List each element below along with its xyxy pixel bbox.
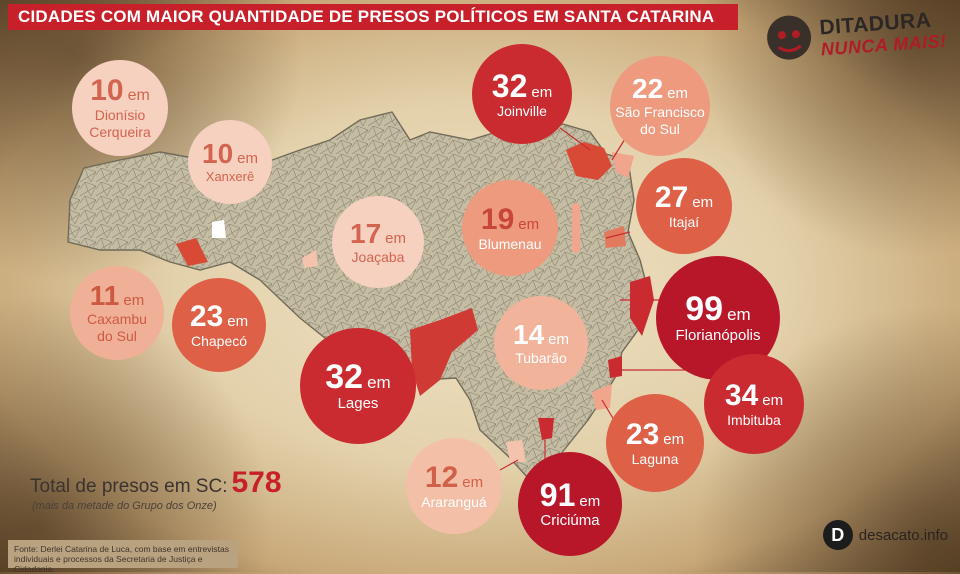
connector: em <box>548 330 569 348</box>
count: 99 <box>685 290 724 329</box>
bubble-imbituba: 34 em Imbituba <box>704 354 804 454</box>
city-name: Xanxerê <box>205 169 255 185</box>
highlighted-municipalities <box>176 142 654 462</box>
connector: em <box>518 215 540 233</box>
count: 34 <box>724 378 759 412</box>
connector: em <box>385 229 406 247</box>
city-name: Caxambu <box>87 311 147 328</box>
count: 14 <box>513 318 545 350</box>
connector: em <box>462 473 484 491</box>
face-icon <box>767 15 812 60</box>
connector: em <box>692 193 714 211</box>
connector: em <box>123 292 145 310</box>
city-name: Dionísio <box>94 107 146 124</box>
connector: em <box>727 305 751 325</box>
connector: em <box>531 83 553 101</box>
brand-logo[interactable]: D desacato.info <box>822 520 948 550</box>
total-value: 578 <box>231 466 282 499</box>
source-note: Fonte: Derlei Catarina de Luca, com base… <box>8 540 238 574</box>
city-name: Florianópolis <box>675 327 761 345</box>
connector: em <box>579 493 601 511</box>
bubble-dionisio-cerqueira: 10 em Dionísio Cerqueira <box>72 60 168 156</box>
city-name: Lages <box>337 395 379 413</box>
count: 10 <box>90 74 124 108</box>
city-name: Joaçaba <box>351 248 405 265</box>
bubble-criciuma: 91 em Criciúma <box>518 452 622 556</box>
connector: em <box>663 430 685 448</box>
bubble-itajai: 27 em Itajaí <box>636 158 732 254</box>
city-name: São Francisco <box>615 104 705 121</box>
city-name: Tubarão <box>515 349 567 366</box>
city-name: Araranguá <box>421 493 487 510</box>
city-name: do Sul <box>640 121 680 137</box>
connector: em <box>227 312 249 330</box>
count: 17 <box>350 217 382 249</box>
bubble-lages: 32 em Lages <box>300 328 416 444</box>
bubble-ararangua: 12 em Araranguá <box>406 438 502 534</box>
count: 19 <box>480 202 515 236</box>
total-label: Total de presos em SC: <box>30 476 228 497</box>
count: 22 <box>632 73 664 105</box>
bubble-sao-francisco-do-sul: 22 em São Francisco do Sul <box>610 56 710 156</box>
bubble-blumenau: 19 em Blumenau <box>462 180 558 276</box>
connector: em <box>237 150 258 168</box>
city-name: Chapecó <box>190 332 248 349</box>
city-name: Criciúma <box>540 512 600 530</box>
city-name: Joinville <box>497 102 547 119</box>
city-name: Itajaí <box>668 213 700 230</box>
bubble-joinville: 32 em Joinville <box>472 44 572 144</box>
connector: em <box>127 87 150 105</box>
city-name: Laguna <box>631 450 679 467</box>
count: 12 <box>424 460 459 494</box>
city-name: Imbituba <box>727 411 781 428</box>
connector: em <box>762 391 784 409</box>
count: 10 <box>202 138 234 170</box>
count: 27 <box>654 180 689 214</box>
count: 23 <box>189 299 224 333</box>
total-summary: Total de presos em SC: 578 (mais da metad… <box>30 466 282 512</box>
count: 91 <box>539 477 576 514</box>
ditadura-nunca-mais-logo: DITADURA NUNCA MAIS! <box>754 0 956 71</box>
bubble-joacaba: 17 em Joaçaba <box>332 196 424 288</box>
city-name: Blumenau <box>478 235 542 252</box>
count: 11 <box>89 280 120 312</box>
bubble-laguna: 23 em Laguna <box>606 394 704 492</box>
count: 23 <box>625 417 660 451</box>
brand-mark-icon: D <box>822 520 853 550</box>
bubble-caxambu-do-sul: 11 em Caxambu do Sul <box>70 266 164 360</box>
city-name: do Sul <box>97 328 137 344</box>
total-note: (mais da metade do Grupo dos Onze) <box>32 500 217 512</box>
brand-text: desacato.info <box>858 526 948 544</box>
bubble-chapeco: 23 em Chapecó <box>172 278 266 372</box>
city-name: Cerqueira <box>89 124 151 140</box>
count: 32 <box>491 67 528 104</box>
connector: em <box>367 373 391 393</box>
page-title: CIDADES COM MAIOR QUANTIDADE DE PRESOS P… <box>8 4 738 30</box>
bubble-tubarao: 14 em Tubarão <box>494 296 588 390</box>
connector: em <box>667 85 688 103</box>
bubble-xanxere: 10 em Xanxerê <box>188 120 272 204</box>
count: 32 <box>325 358 364 397</box>
